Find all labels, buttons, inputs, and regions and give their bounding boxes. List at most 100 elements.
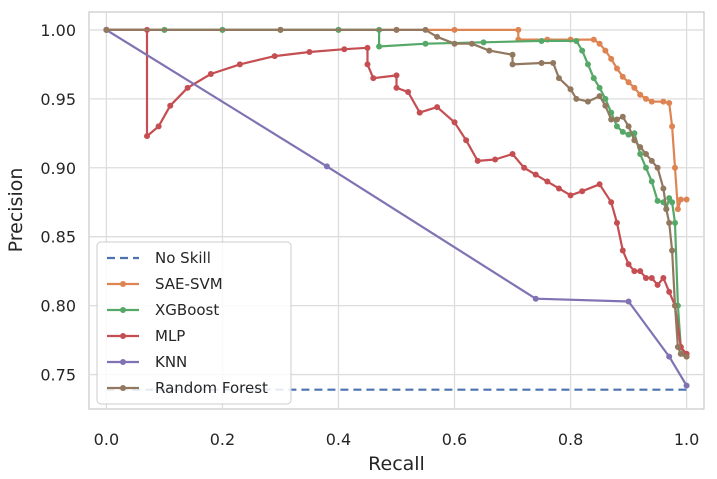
- data-point-mlp: [642, 275, 649, 282]
- legend-marker-knn: [120, 359, 126, 365]
- series-random-forest: [103, 26, 690, 360]
- data-point-mlp: [434, 104, 441, 111]
- data-point-xgboost: [637, 150, 644, 157]
- data-point-random-forest: [538, 60, 545, 67]
- data-point-sae-svm: [683, 196, 690, 203]
- data-point-xgboost: [579, 47, 586, 54]
- data-point-xgboost: [669, 199, 676, 206]
- data-point-xgboost: [602, 95, 609, 102]
- data-point-xgboost: [584, 61, 591, 68]
- data-point-random-forest: [677, 350, 684, 357]
- data-point-random-forest: [567, 86, 574, 93]
- data-point-sae-svm: [596, 40, 603, 47]
- data-point-knn: [625, 298, 632, 305]
- legend-label-knn: KNN: [155, 353, 187, 371]
- data-point-sae-svm: [625, 79, 632, 86]
- data-point-random-forest: [550, 60, 557, 67]
- data-point-mlp: [532, 171, 539, 178]
- data-point-xgboost: [573, 37, 580, 44]
- data-point-mlp: [144, 133, 151, 140]
- y-tick-label: 0.90: [40, 159, 76, 178]
- data-point-mlp: [207, 71, 214, 78]
- data-point-random-forest: [486, 47, 493, 54]
- data-point-mlp: [509, 150, 516, 157]
- data-point-sae-svm: [602, 47, 609, 54]
- data-point-random-forest: [393, 26, 400, 33]
- data-point-mlp: [370, 75, 377, 82]
- data-point-mlp: [608, 199, 615, 206]
- data-point-mlp: [341, 46, 348, 53]
- data-point-random-forest: [468, 40, 475, 47]
- data-point-random-forest: [671, 302, 678, 309]
- data-point-knn: [683, 382, 690, 389]
- data-point-random-forest: [573, 95, 580, 102]
- y-axis-label: Precision: [5, 168, 27, 253]
- legend-label-mlp: MLP: [155, 327, 185, 345]
- data-point-mlp: [567, 192, 574, 199]
- data-point-mlp: [463, 137, 470, 144]
- legend: No Skill SAE-SVM XGBoost MLP KNN Random Fores…: [96, 241, 292, 405]
- data-point-random-forest: [619, 113, 626, 120]
- legend-marker-xgboost: [120, 307, 126, 313]
- x-tick-label: 0.8: [558, 430, 583, 449]
- x-tick-label: 1.0: [674, 430, 699, 449]
- data-point-xgboost: [619, 128, 626, 135]
- data-point-mlp: [579, 188, 586, 195]
- data-point-sae-svm: [648, 98, 655, 105]
- data-point-mlp: [666, 288, 673, 295]
- data-point-random-forest: [660, 185, 667, 192]
- data-point-mlp: [155, 123, 162, 130]
- data-point-sae-svm: [677, 196, 684, 203]
- data-point-xgboost: [613, 123, 620, 130]
- data-point-sae-svm: [637, 91, 644, 98]
- data-point-sae-svm: [666, 99, 673, 106]
- data-point-random-forest: [683, 353, 690, 360]
- data-point-mlp: [416, 109, 423, 116]
- data-point-random-forest: [642, 150, 649, 157]
- legend-label-xgboost: XGBoost: [155, 301, 219, 319]
- data-point-mlp: [648, 275, 655, 282]
- y-tick-label: 1.00: [40, 21, 76, 40]
- data-point-random-forest: [509, 51, 516, 58]
- data-point-random-forest: [674, 343, 681, 350]
- data-point-xgboost: [538, 37, 545, 44]
- data-point-xgboost: [480, 39, 487, 46]
- data-point-mlp: [393, 72, 400, 79]
- data-point-sae-svm: [451, 26, 458, 33]
- data-point-sae-svm: [619, 73, 626, 80]
- data-point-sae-svm: [669, 123, 676, 130]
- data-point-knn: [666, 353, 673, 360]
- legend-label-random-forest: Random Forest: [155, 379, 268, 397]
- data-point-sae-svm: [631, 84, 638, 91]
- data-point-mlp: [474, 157, 481, 164]
- data-point-xgboost: [376, 43, 383, 50]
- data-point-xgboost: [625, 131, 632, 138]
- legend-label-no-skill: No Skill: [155, 249, 211, 267]
- data-point-mlp: [619, 247, 626, 254]
- data-point-random-forest: [613, 116, 620, 123]
- data-point-random-forest: [596, 93, 603, 100]
- data-point-random-forest: [648, 157, 655, 164]
- x-tick-label: 0.0: [94, 430, 119, 449]
- data-point-xgboost: [648, 178, 655, 185]
- data-point-xgboost: [642, 164, 649, 171]
- data-point-sae-svm: [613, 65, 620, 72]
- data-point-mlp: [596, 181, 603, 188]
- y-tick-label: 0.85: [40, 228, 76, 247]
- data-point-sae-svm: [642, 95, 649, 102]
- data-point-random-forest: [669, 247, 676, 254]
- x-tick-label: 0.4: [326, 430, 351, 449]
- legend-marker-mlp: [120, 333, 126, 339]
- data-point-xgboost: [590, 75, 597, 82]
- x-tick-label: 0.6: [442, 430, 467, 449]
- data-point-mlp: [405, 88, 412, 95]
- data-point-sae-svm: [674, 206, 681, 213]
- data-point-mlp: [167, 102, 174, 109]
- x-tick-label: 0.2: [210, 430, 235, 449]
- data-point-random-forest: [434, 33, 441, 40]
- data-point-random-forest: [625, 123, 632, 130]
- legend-marker-random-forest: [120, 385, 126, 391]
- data-point-xgboost: [596, 84, 603, 91]
- data-point-random-forest: [422, 26, 429, 33]
- data-point-mlp: [660, 275, 667, 282]
